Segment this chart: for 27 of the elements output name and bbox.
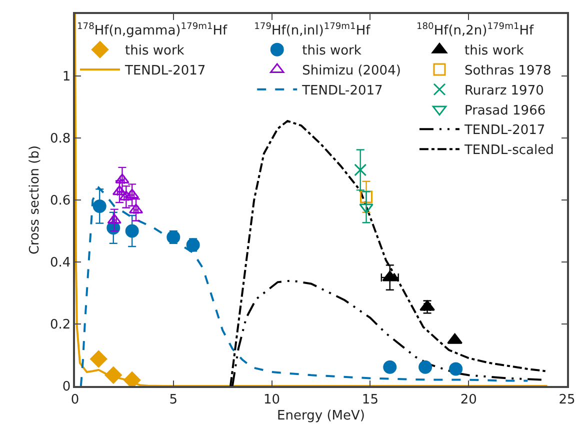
x-tick-label: 20 [460, 392, 477, 408]
annotation: $^{179}$Hf(n,inl)$^{179m1}$Hf [254, 22, 371, 39]
legend-label: TENDL-2017 [301, 83, 383, 98]
y-tick-label: 0 [62, 380, 71, 395]
legend-label: this work [302, 44, 362, 59]
x-tick-label: 5 [169, 392, 178, 408]
x-axis-title: Energy (MeV) [277, 408, 365, 424]
y-axis-title: Cross section (b) [27, 145, 42, 255]
x-tick-label: 25 [558, 392, 576, 408]
legend-label: Sothras 1978 [464, 64, 552, 79]
legend-label: this work [125, 44, 185, 59]
annotation: $^{180}$Hf(n,2n)$^{179m1}$Hf [416, 22, 534, 39]
x-tick-label: 15 [362, 392, 378, 408]
legend-label: TENDL-2017 [463, 123, 546, 138]
y-tick-label: 1 [62, 70, 71, 85]
y-tick-label: 0.4 [50, 256, 71, 271]
x-tick-label: 10 [264, 392, 280, 408]
y-tick-label: 0.8 [50, 132, 71, 147]
y-tick-label: 0.6 [50, 194, 71, 209]
annotation: $^{178}$Hf(n,gamma)$^{179m1}$Hf [77, 22, 228, 39]
legend-label: Prasad 1966 [464, 103, 546, 118]
legend-label: TENDL-2017 [124, 64, 206, 79]
y-tick-label: 0.2 [50, 318, 71, 333]
legend-label: this work [464, 44, 524, 59]
legend-label: Shimizu (2004) [302, 64, 401, 79]
legend-label: Rurarz 1970 [464, 83, 544, 98]
legend-label: TENDL-scaled [463, 143, 554, 158]
